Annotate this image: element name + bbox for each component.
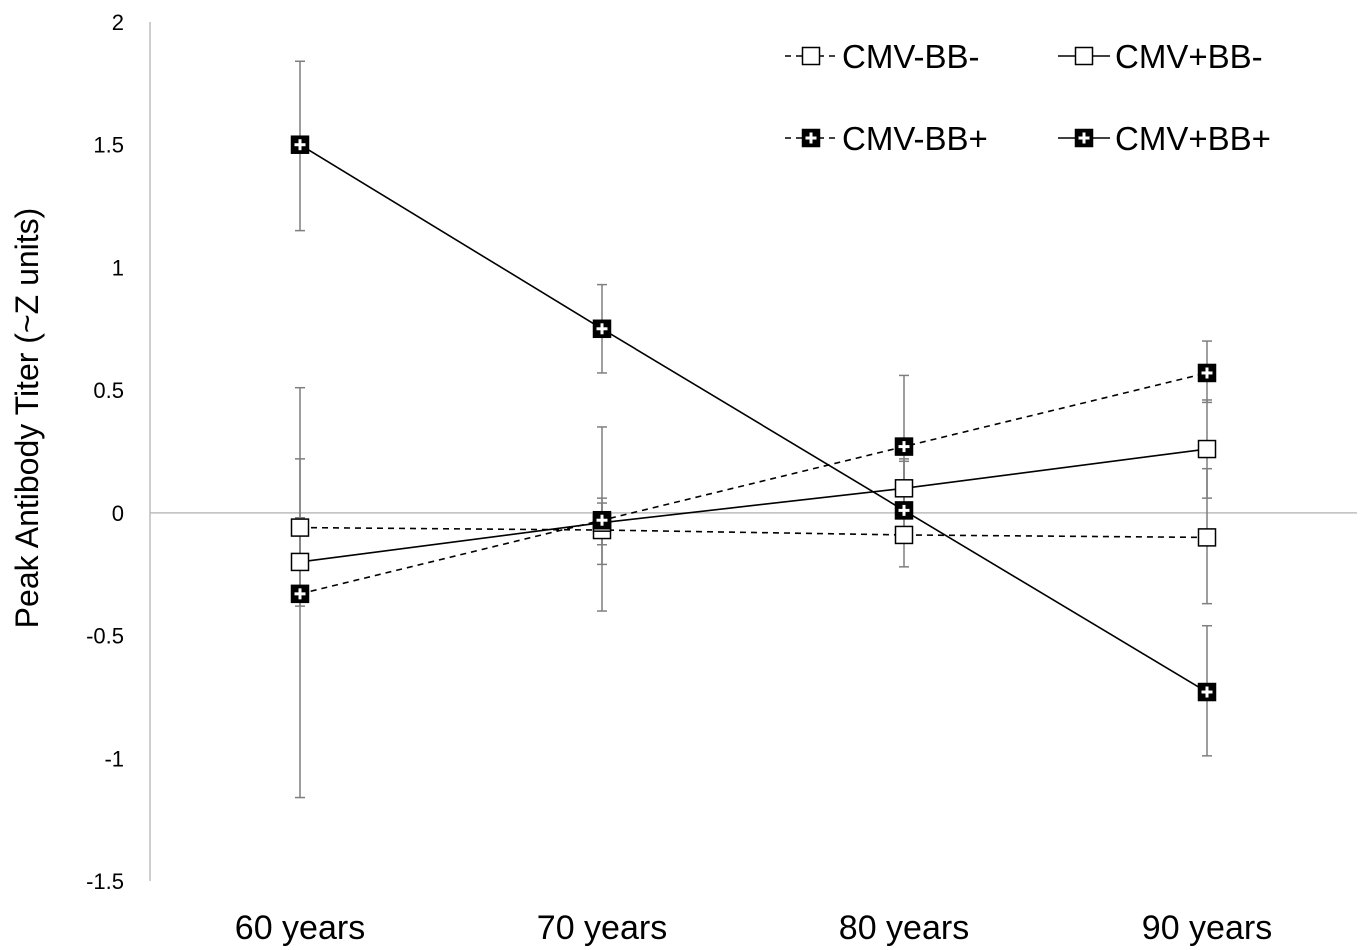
marker-filled-square [592, 510, 612, 530]
y-tick-labels: 2 1.5 1 0.5 0 -0.5 -1 -1.5 [86, 10, 124, 894]
series-line [299, 448, 1208, 563]
marker-filled-square [1197, 682, 1217, 702]
legend-label: CMV+BB+ [1115, 120, 1271, 157]
marker-filled-square [894, 437, 914, 456]
marker-open-square [290, 552, 310, 572]
marker-open-square [894, 479, 914, 498]
marker-filled-square [290, 584, 310, 604]
y-tick-label: -0.5 [86, 624, 124, 649]
series-line [299, 526, 1208, 539]
legend-item: CMV+BB- [1058, 38, 1263, 75]
marker-filled-square [1197, 363, 1217, 383]
series-line [299, 144, 1208, 693]
legend-label: CMV+BB- [1115, 38, 1263, 75]
y-tick-label: 1.5 [93, 133, 124, 158]
axes [149, 22, 1357, 881]
marker-filled-square [592, 319, 612, 339]
series-lines [299, 144, 1208, 693]
marker-filled-square [290, 135, 310, 154]
x-tick-label: 60 years [235, 909, 365, 947]
series-line [299, 372, 1208, 595]
marker-open-square [801, 46, 821, 66]
legend-item: CMV+BB+ [1058, 120, 1271, 157]
y-tick-label: -1 [104, 746, 124, 771]
y-tick-label: 2 [112, 10, 124, 35]
marker-open-square [290, 518, 310, 537]
series-markers [290, 135, 1217, 702]
error-bars [295, 60, 1212, 799]
marker-filled-square [801, 128, 821, 148]
legend-item: CMV-BB+ [785, 120, 988, 157]
marker-open-square [1197, 439, 1217, 459]
legend-label: CMV-BB+ [842, 120, 988, 157]
y-tick-label: 1 [112, 255, 124, 280]
y-tick-label: 0 [112, 501, 124, 526]
marker-open-square [1074, 46, 1094, 66]
legend-item: CMV-BB- [785, 38, 980, 75]
y-axis-title: Peak Antibody Titer (~Z units) [9, 208, 45, 629]
marker-open-square [1197, 528, 1217, 547]
y-tick-label: 0.5 [93, 378, 124, 403]
x-tick-label: 90 years [1142, 909, 1272, 947]
x-tick-label: 70 years [537, 909, 667, 947]
x-tick-label: 80 years [839, 909, 969, 947]
marker-open-square [894, 525, 914, 545]
marker-filled-square [1074, 128, 1094, 148]
legend: CMV-BB- CMV+BB- CMV-BB+ CMV+BB+ [785, 38, 1271, 157]
x-tick-labels: 60 years 70 years 80 years 90 years [235, 909, 1272, 947]
marker-filled-square [894, 501, 914, 520]
y-tick-label: -1.5 [86, 869, 124, 894]
legend-label: CMV-BB- [842, 38, 980, 75]
